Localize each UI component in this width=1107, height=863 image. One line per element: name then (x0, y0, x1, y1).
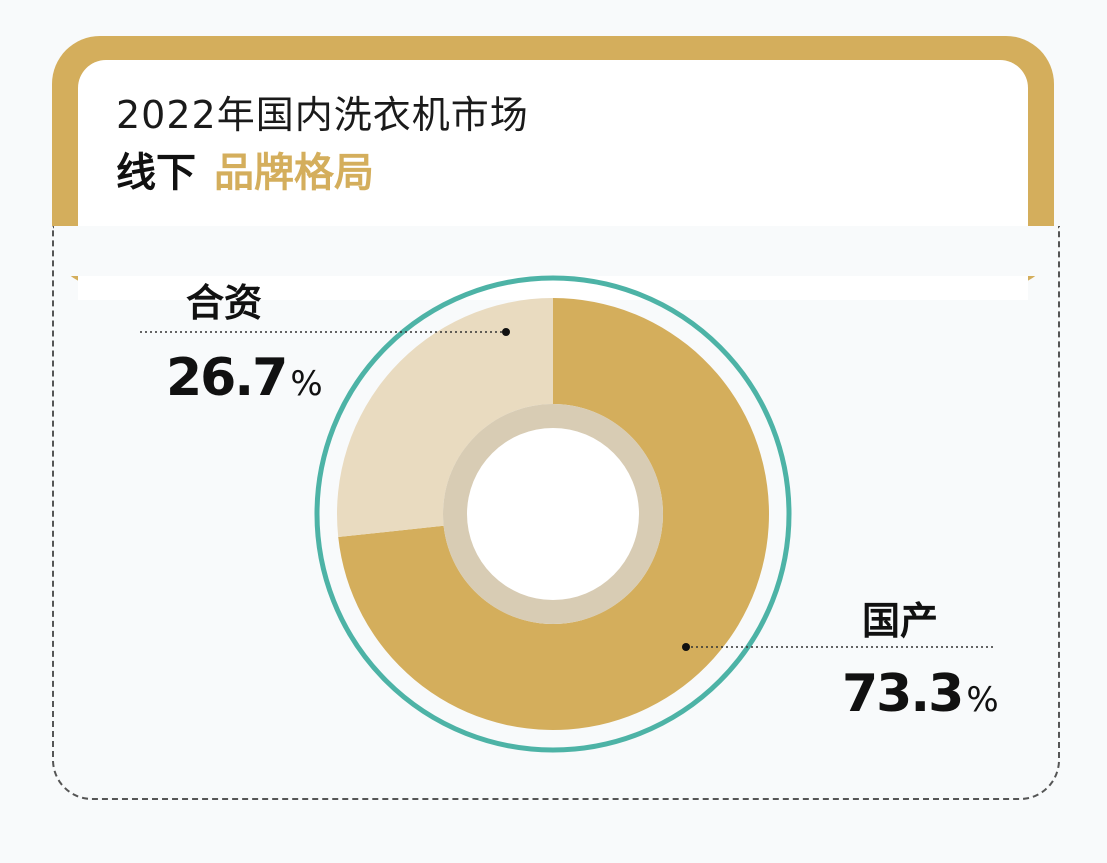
donut-slice-jv (336, 298, 553, 538)
domestic-leader-dot (682, 643, 690, 651)
chart-dashed-border (52, 226, 1060, 800)
donut-slice-domestic (338, 298, 769, 730)
jv-percent-sign: % (290, 364, 323, 404)
header-fade (30, 226, 1080, 276)
page-title: 线下 品牌格局 (116, 140, 374, 198)
domestic-value: 73.3% (842, 664, 999, 724)
domestic-value-number: 73.3 (842, 664, 964, 724)
page-subtitle: 2022年国内洗衣机市场 (116, 93, 529, 137)
domestic-percent-sign: % (966, 680, 999, 720)
jv-label: 合资 (186, 280, 263, 325)
title-main: 线下 (116, 150, 196, 196)
jv-leader-dot (502, 328, 510, 336)
jv-value-number: 26.7 (166, 348, 288, 408)
jv-value: 26.7% (166, 348, 323, 408)
domestic-label: 国产 (862, 598, 939, 643)
donut-hole (467, 428, 639, 600)
title-accent: 品牌格局 (214, 150, 374, 196)
outer-ring (314, 275, 792, 753)
